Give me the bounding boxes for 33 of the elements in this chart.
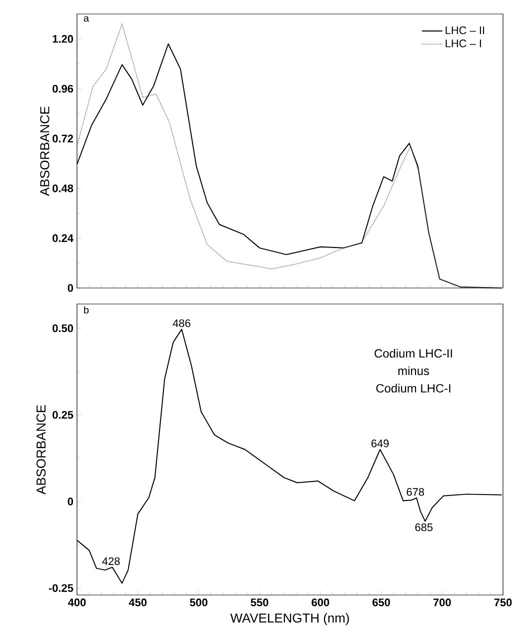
- x-tick-label: 550: [250, 598, 268, 606]
- y-tick-label: -0.25: [48, 584, 73, 592]
- x-tick-label: 700: [433, 598, 451, 606]
- legend-label: LHC – II: [446, 26, 484, 34]
- annotation: 685: [415, 523, 432, 532]
- annotation: a: [84, 16, 89, 22]
- annotation: Codium LHC-II: [374, 348, 452, 358]
- legend-label: LHC – I: [446, 40, 481, 48]
- x-tick-label: 750: [494, 598, 512, 606]
- y-tick-label: 1.20: [52, 35, 73, 43]
- x-tick-label: 450: [128, 598, 146, 606]
- x-tick-label: 600: [311, 598, 329, 606]
- y-axis-title: ABSORBANCE: [40, 106, 50, 196]
- y-tick-label: 0.96: [52, 84, 73, 93]
- y-tick-label: 0.25: [52, 410, 73, 419]
- y-tick-label: 0.24: [52, 234, 74, 242]
- x-tick-label: 400: [68, 598, 86, 606]
- y-tick-label: 0.50: [52, 324, 73, 332]
- y-tick-label: 0: [68, 498, 73, 506]
- annotation: 486: [172, 319, 190, 328]
- annotation: Codium LHC-I: [376, 384, 450, 393]
- y-tick-label: 0: [68, 284, 73, 292]
- annotation: 649: [371, 440, 388, 448]
- annotation: 428: [102, 557, 120, 566]
- y-tick-label: 0.72: [52, 134, 73, 142]
- x-tick-label: 650: [372, 598, 390, 606]
- x-tick-label: 500: [190, 598, 208, 606]
- annotation: 678: [406, 488, 424, 496]
- y-axis-title: ABSORBANCE: [36, 405, 46, 494]
- x-axis-title: WAVELENGTH (nm): [230, 613, 349, 626]
- y-tick-label: 0.48: [52, 184, 73, 192]
- annotation: b: [84, 306, 88, 314]
- annotation: minus: [398, 366, 429, 376]
